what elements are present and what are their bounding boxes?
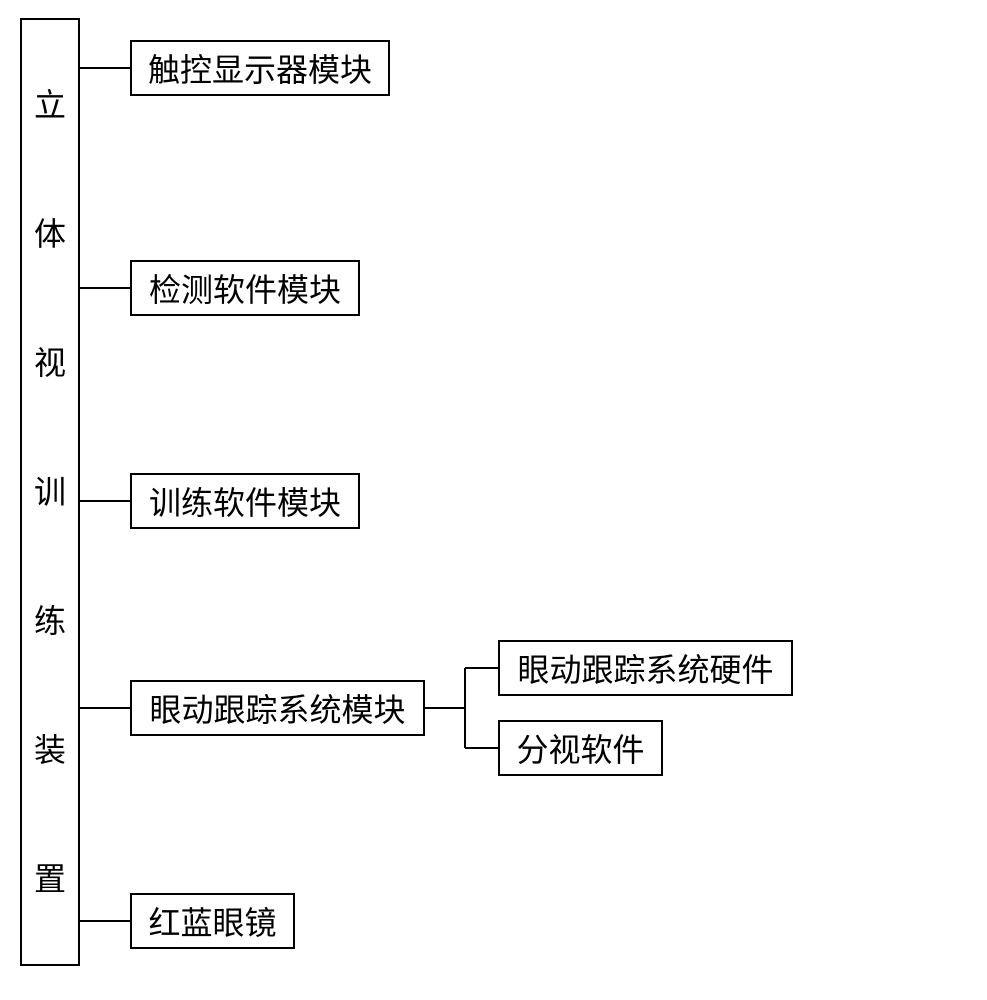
node-label: 检测软件模块	[149, 265, 341, 311]
node-label: 训练软件模块	[149, 478, 341, 524]
root-char-4: 练	[34, 605, 66, 637]
node-label: 眼动跟踪系统硬件	[517, 645, 773, 691]
node-label: 红蓝眼镜	[148, 898, 276, 944]
root-char-3: 训	[34, 476, 66, 508]
node-label: 分视软件	[516, 725, 644, 771]
node-label: 眼动跟踪系统模块	[149, 685, 405, 731]
detection-software-module-node: 检测软件模块	[130, 260, 360, 316]
training-software-module-node: 训练软件模块	[130, 473, 360, 529]
red-blue-glasses-node: 红蓝眼镜	[130, 893, 295, 949]
touch-display-module-node: 触控显示器模块	[130, 40, 390, 96]
root-char-5: 装	[34, 734, 66, 766]
split-view-software-node: 分视软件	[498, 720, 663, 776]
root-char-1: 体	[34, 218, 66, 250]
eye-tracking-system-module-node: 眼动跟踪系统模块	[130, 680, 425, 736]
root-char-0: 立	[34, 89, 66, 121]
node-label: 触控显示器模块	[148, 45, 372, 91]
root-char-6: 置	[34, 863, 66, 895]
eye-tracking-hardware-node: 眼动跟踪系统硬件	[498, 640, 793, 696]
root-node: 立 体 视 训 练 装 置	[20, 18, 80, 966]
root-char-2: 视	[34, 347, 66, 379]
